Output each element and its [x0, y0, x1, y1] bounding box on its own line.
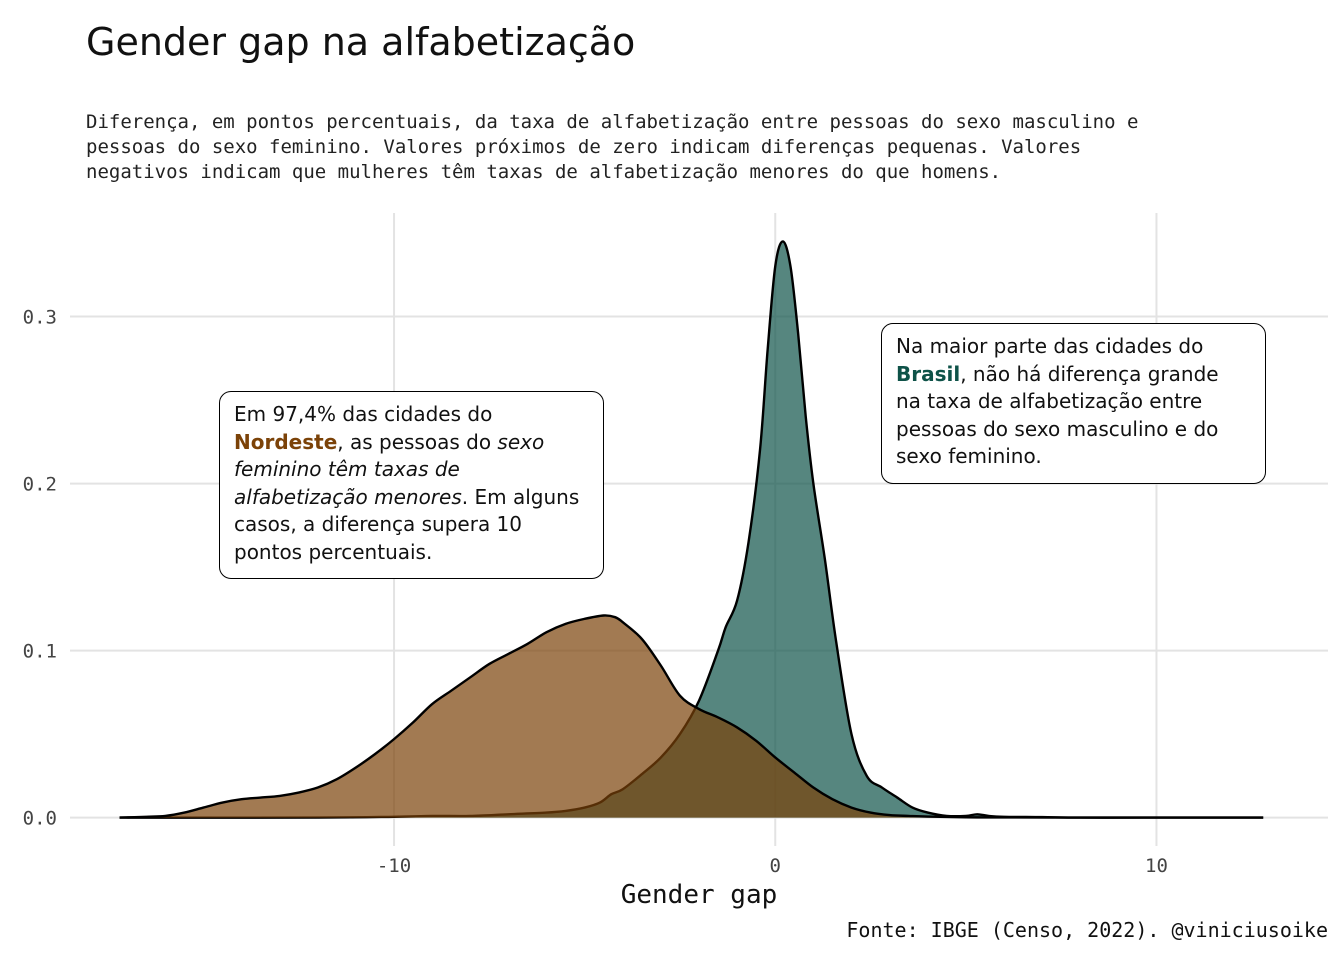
annotation-italic: sexo: [497, 429, 545, 454]
annotation-text: , não há diferença grande: [960, 361, 1219, 386]
annotation-text: . Em alguns: [461, 484, 580, 509]
annotation-highlight-brasil: Brasil: [896, 361, 961, 386]
subtitle-line: negativos indicam que mulheres têm taxas…: [86, 161, 1002, 183]
annotation-brasil: Na maior parte das cidades do Brasil, nã…: [881, 323, 1266, 484]
y-tick-label: 0.3: [23, 307, 57, 329]
y-tick-label: 0.2: [23, 474, 57, 496]
density-areas: [119, 240, 1264, 819]
chart-title: Gender gap na alfabetização: [86, 20, 636, 64]
subtitle-line: pessoas do sexo feminino. Valores próxim…: [86, 136, 1082, 158]
annotation-text: Na maior parte das cidades do: [896, 334, 1204, 358]
annotation-italic: feminino têm taxas de: [234, 457, 460, 481]
x-tick-label: 0: [770, 855, 781, 877]
annotation-text: pontos percentuais.: [234, 539, 433, 564]
density-line-1: [119, 614, 1264, 819]
x-axis-title: Gender gap: [621, 880, 778, 910]
annotation-text: na taxa de alfabetização entre: [896, 389, 1203, 413]
annotation-text: casos, a diferença supera 10: [234, 512, 523, 536]
y-tick-label: 0.0: [23, 808, 57, 830]
density-area-1: [119, 615, 1264, 818]
annotation-nordeste: Em 97,4% das cidades do Nordeste, as pes…: [219, 391, 604, 579]
chart-caption: Fonte: IBGE (Censo, 2022). @viniciusoike: [846, 918, 1328, 942]
annotation-italic: alfabetização menores: [234, 484, 462, 509]
annotation-text: pessoas do sexo masculino e do: [896, 416, 1219, 441]
x-tick-label: -10: [377, 855, 411, 877]
annotation-text: sexo feminino.: [896, 444, 1042, 468]
annotation-text: , as pessoas do: [337, 429, 498, 454]
annotation-highlight-nordeste: Nordeste: [234, 429, 338, 454]
tick-labels: -10 0 10 0.0 0.1 0.2 0.3: [23, 307, 1168, 877]
x-tick-label: 10: [1145, 855, 1168, 877]
annotation-text: Em 97,4% das cidades do: [234, 402, 493, 426]
chart-subtitle: Diferença, em pontos percentuais, da tax…: [86, 110, 1286, 185]
y-tick-label: 0.1: [23, 641, 57, 663]
subtitle-line: Diferença, em pontos percentuais, da tax…: [86, 111, 1139, 133]
